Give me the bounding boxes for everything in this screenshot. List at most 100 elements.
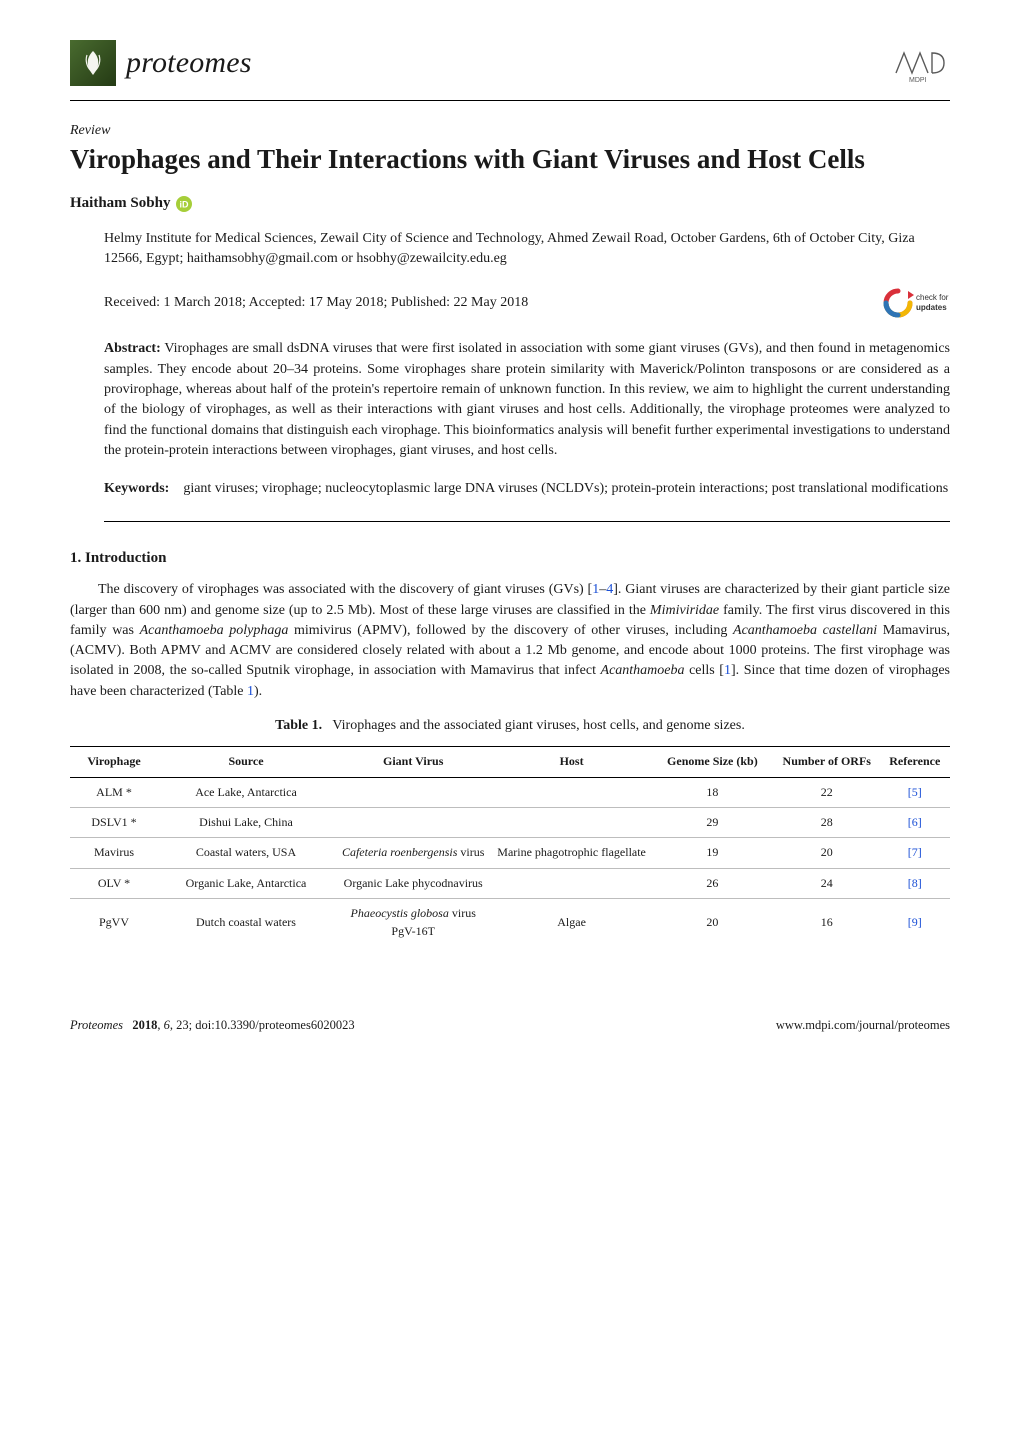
keywords-text: giant viruses; virophage; nucleocytoplas… <box>183 481 948 496</box>
table-cell: ALM * <box>70 777 158 807</box>
table-cell: 16 <box>774 899 880 946</box>
p1-mid5: cells [ <box>685 663 724 678</box>
table-cell: 20 <box>651 899 774 946</box>
table-1-col-header: Reference <box>880 747 950 777</box>
footer-left: Proteomes 2018, 6, 23; doi:10.3390/prote… <box>70 1016 355 1034</box>
table-cell: Algae <box>492 899 650 946</box>
table-cell: Dutch coastal waters <box>158 899 334 946</box>
table-link-1[interactable]: 1 <box>247 684 254 699</box>
table-cell: Marine phagotrophic flagellate <box>492 838 650 868</box>
ref-link[interactable]: [5] <box>908 785 922 799</box>
table-cell: OLV * <box>70 868 158 898</box>
table-cell: 24 <box>774 868 880 898</box>
table-1-body: ALM *Ace Lake, Antarctica 1822 [5] DSLV1 * D… <box>70 777 950 946</box>
table-row: ALM *Ace Lake, Antarctica 1822 [5] <box>70 777 950 807</box>
ref-link[interactable]: [6] <box>908 815 922 829</box>
ref-link-1b[interactable]: 1 <box>724 663 731 678</box>
table-cell <box>492 777 650 807</box>
table-cell: Phaeocystis globosa virus PgV-16T <box>334 899 492 946</box>
table-1-head-row: VirophageSourceGiant VirusHostGenome Siz… <box>70 747 950 777</box>
table-1-caption: Table 1. Virophages and the associated g… <box>70 716 950 736</box>
table-1-col-header: Host <box>492 747 650 777</box>
table-1-col-header: Source <box>158 747 334 777</box>
page-footer: Proteomes 2018, 6, 23; doi:10.3390/prote… <box>70 1016 950 1034</box>
table-1-col-header: Genome Size (kb) <box>651 747 774 777</box>
table-1-col-header: Virophage <box>70 747 158 777</box>
mdpi-text: MDPI <box>909 77 927 83</box>
footer-journal: Proteomes <box>70 1018 123 1032</box>
keywords-rule <box>104 521 950 522</box>
table-cell: Ace Lake, Antarctica <box>158 777 334 807</box>
table-cell: 18 <box>651 777 774 807</box>
table-cell: Mavirus <box>70 838 158 868</box>
table-cell-ref: [7] <box>880 838 950 868</box>
table-cell: PgVV <box>70 899 158 946</box>
ref-link[interactable]: [7] <box>908 845 922 859</box>
table-cell: 26 <box>651 868 774 898</box>
table-cell: 22 <box>774 777 880 807</box>
table-row: PgVVDutch coastal watersPhaeocystis glob… <box>70 899 950 946</box>
dates-line: Received: 1 March 2018; Accepted: 17 May… <box>104 293 528 313</box>
journal-icon <box>70 40 116 86</box>
section-1-para-1: The discovery of virophages was associat… <box>70 580 950 702</box>
abstract-text: Virophages are small dsDNA viruses that … <box>104 341 950 457</box>
footer-year: 2018 <box>132 1018 157 1032</box>
table-1-col-header: Number of ORFs <box>774 747 880 777</box>
abstract-label: Abstract: <box>104 341 161 356</box>
svg-text:iD: iD <box>180 199 190 209</box>
p1-end: ). <box>254 684 262 699</box>
table-cell-ref: [5] <box>880 777 950 807</box>
check-updates-line1: check for <box>916 293 949 302</box>
mdpi-logo: MDPI <box>894 43 950 83</box>
table-1-col-header: Giant Virus <box>334 747 492 777</box>
table-1-label: Table 1. <box>275 718 322 733</box>
table-1-caption-text: Virophages and the associated giant viru… <box>332 718 744 733</box>
p1-sp3: Acanthamoeba <box>601 663 685 678</box>
table-cell-ref: [9] <box>880 899 950 946</box>
p1-mid3: mimivirus (APMV), followed by the discov… <box>288 623 733 638</box>
table-cell: Coastal waters, USA <box>158 838 334 868</box>
table-cell: 20 <box>774 838 880 868</box>
footer-right[interactable]: www.mdpi.com/journal/proteomes <box>776 1016 950 1034</box>
table-cell: 29 <box>651 808 774 838</box>
article-title: Virophages and Their Interactions with G… <box>70 143 950 177</box>
table-cell: Organic Lake phycodnavirus <box>334 868 492 898</box>
orcid-icon[interactable]: iD <box>176 196 192 212</box>
table-cell: Cafeteria roenbergensis virus <box>334 838 492 868</box>
keywords: Keywords: giant viruses; virophage; nucl… <box>104 479 950 499</box>
check-updates-line2: updates <box>916 303 947 312</box>
table-1-head: VirophageSourceGiant VirusHostGenome Siz… <box>70 747 950 777</box>
affiliation-block: Helmy Institute for Medical Sciences, Ze… <box>104 229 950 270</box>
table-cell-ref: [8] <box>880 868 950 898</box>
table-cell: DSLV1 * <box>70 808 158 838</box>
table-cell <box>492 868 650 898</box>
table-cell: 28 <box>774 808 880 838</box>
leaf-icon <box>77 47 109 79</box>
p1-pre: The discovery of virophages was associat… <box>98 582 592 597</box>
table-row: DSLV1 *Dishui Lake, China2928[6] <box>70 808 950 838</box>
p1-family: Mimiviridae <box>650 603 719 618</box>
table-cell: 19 <box>651 838 774 868</box>
ref-link[interactable]: [8] <box>908 876 922 890</box>
article-type: Review <box>70 121 950 141</box>
table-1: VirophageSourceGiant VirusHostGenome Siz… <box>70 746 950 946</box>
journal-header: proteomes MDPI <box>70 40 950 86</box>
table-row: MavirusCoastal waters, USACafeteria roen… <box>70 838 950 868</box>
footer-page: 23 <box>176 1018 189 1032</box>
author-name: Haitham Sobhy <box>70 193 170 215</box>
table-cell <box>334 808 492 838</box>
table-cell <box>492 808 650 838</box>
check-updates-badge[interactable]: check for updates <box>878 285 950 321</box>
author-line: Haitham Sobhy iD <box>70 193 950 215</box>
affiliation: Helmy Institute for Medical Sciences, Ze… <box>104 229 950 270</box>
dates-row: Received: 1 March 2018; Accepted: 17 May… <box>104 285 950 321</box>
abstract: Abstract: Virophages are small dsDNA vir… <box>104 339 950 461</box>
p1-sp2: Acanthamoeba castellani <box>733 623 877 638</box>
section-1-heading: 1. Introduction <box>70 548 950 570</box>
ref-link[interactable]: [9] <box>908 915 922 929</box>
journal-name: proteomes <box>126 41 252 85</box>
table-cell: Organic Lake, Antarctica <box>158 868 334 898</box>
table-cell-ref: [6] <box>880 808 950 838</box>
keywords-label: Keywords: <box>104 481 169 496</box>
table-cell <box>334 777 492 807</box>
